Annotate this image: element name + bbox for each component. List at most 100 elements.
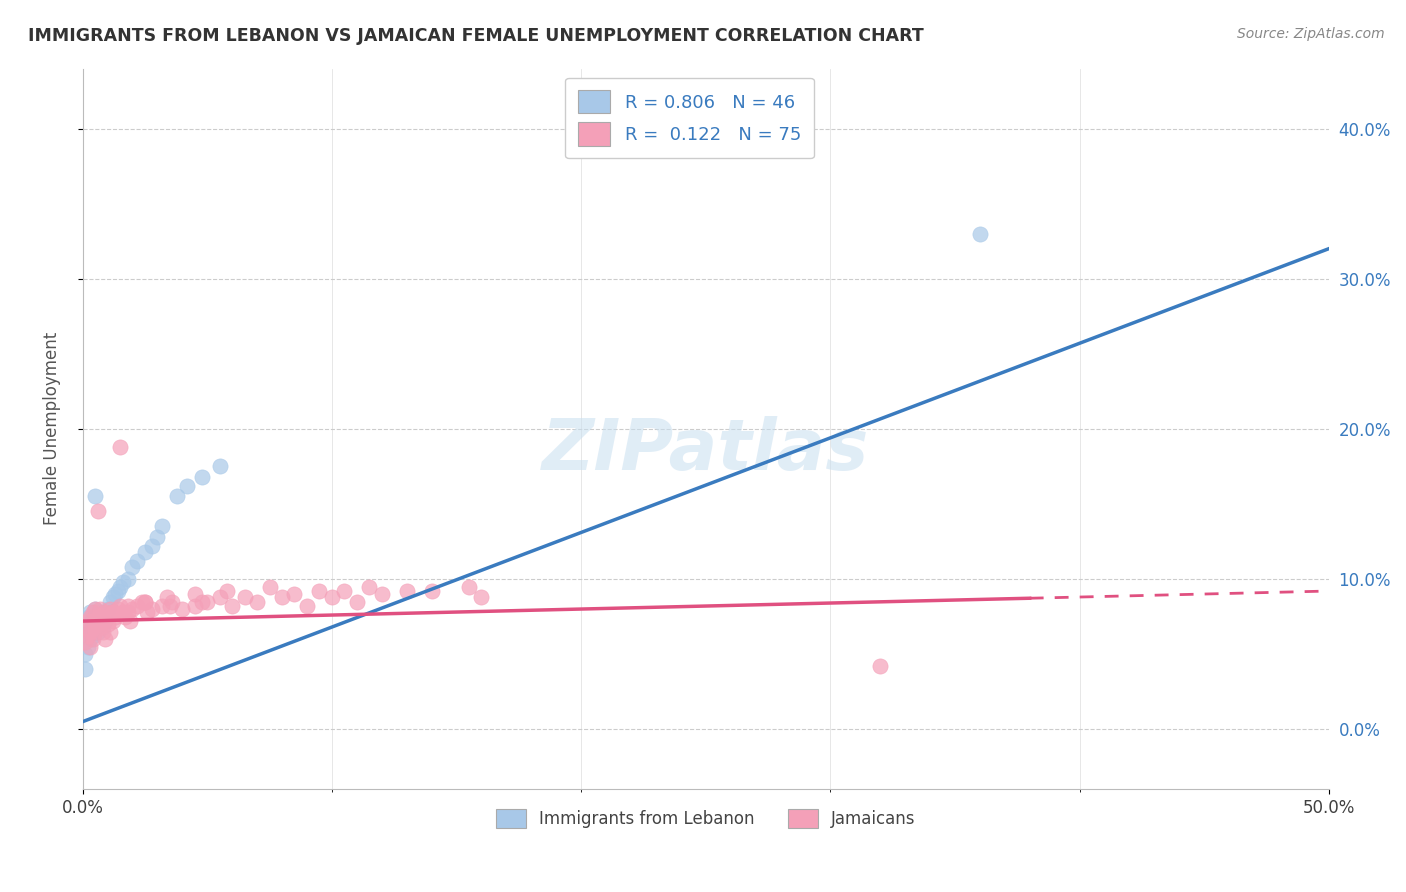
Point: [98, 602, 121, 616]
Point: [75, 620, 97, 634]
Point: [121, 602, 143, 616]
Point: [91, 614, 114, 628]
Point: [359, 580, 381, 594]
Point: [79, 632, 101, 646]
Point: [79, 614, 101, 628]
Point: [117, 572, 139, 586]
Point: [75, 635, 97, 649]
Point: [76, 617, 98, 632]
Point: [246, 594, 269, 608]
Point: [97, 609, 120, 624]
Point: [162, 594, 184, 608]
Point: [89, 602, 111, 616]
Point: [470, 590, 492, 604]
Point: [86, 617, 108, 632]
Point: [370, 587, 392, 601]
Point: [84, 620, 107, 634]
Point: [91, 609, 114, 624]
Point: [869, 659, 891, 673]
Point: [134, 545, 156, 559]
Point: [101, 605, 124, 619]
Point: [159, 599, 181, 613]
Point: [141, 602, 163, 616]
Point: [118, 614, 141, 628]
Point: [84, 490, 107, 504]
Point: [91, 611, 114, 625]
Point: [89, 608, 111, 623]
Point: [346, 594, 368, 608]
Point: [117, 599, 139, 613]
Point: [82, 605, 104, 619]
Point: [107, 584, 129, 599]
Point: [82, 629, 104, 643]
Point: [84, 609, 107, 624]
Point: [136, 605, 159, 619]
Point: [89, 620, 111, 634]
Point: [121, 560, 143, 574]
Point: [84, 614, 107, 628]
Point: [82, 632, 104, 646]
Legend: Immigrants from Lebanon, Jamaicans: Immigrants from Lebanon, Jamaicans: [489, 803, 922, 835]
Point: [111, 605, 134, 619]
Point: [97, 617, 120, 632]
Point: [104, 609, 127, 624]
Point: [89, 617, 111, 632]
Point: [101, 614, 124, 628]
Point: [86, 605, 108, 619]
Point: [75, 647, 97, 661]
Point: [166, 490, 188, 504]
Point: [321, 590, 343, 604]
Point: [86, 624, 108, 639]
Point: [75, 662, 97, 676]
Point: [152, 599, 174, 613]
Text: Source: ZipAtlas.com: Source: ZipAtlas.com: [1237, 27, 1385, 41]
Point: [271, 590, 294, 604]
Point: [108, 599, 131, 613]
Point: [76, 609, 98, 624]
Point: [191, 470, 214, 484]
Point: [84, 602, 107, 616]
Point: [82, 624, 104, 639]
Point: [172, 602, 194, 616]
Point: [131, 594, 153, 608]
Point: [84, 602, 107, 616]
Point: [127, 554, 149, 568]
Point: [82, 617, 104, 632]
Point: [91, 620, 114, 634]
Point: [97, 602, 120, 616]
Point: [86, 504, 108, 518]
Point: [79, 609, 101, 624]
Point: [208, 590, 231, 604]
Point: [111, 574, 134, 589]
Point: [101, 605, 124, 619]
Point: [76, 640, 98, 654]
Point: [94, 605, 117, 619]
Point: [195, 594, 218, 608]
Point: [108, 580, 131, 594]
Point: [283, 587, 305, 601]
Point: [152, 519, 174, 533]
Point: [134, 594, 156, 608]
Point: [233, 590, 256, 604]
Point: [146, 530, 169, 544]
Point: [76, 624, 98, 639]
Point: [79, 620, 101, 634]
Point: [458, 580, 481, 594]
Point: [114, 609, 136, 624]
Y-axis label: Female Unemployment: Female Unemployment: [44, 332, 60, 525]
Point: [98, 624, 121, 639]
Point: [94, 632, 117, 646]
Point: [94, 605, 117, 619]
Point: [191, 594, 214, 608]
Point: [86, 609, 108, 624]
Point: [176, 479, 198, 493]
Point: [156, 590, 179, 604]
Point: [420, 584, 443, 599]
Point: [75, 632, 97, 646]
Point: [107, 602, 129, 616]
Point: [108, 440, 131, 454]
Point: [79, 624, 101, 639]
Point: [84, 624, 107, 639]
Point: [76, 629, 98, 643]
Point: [94, 614, 117, 628]
